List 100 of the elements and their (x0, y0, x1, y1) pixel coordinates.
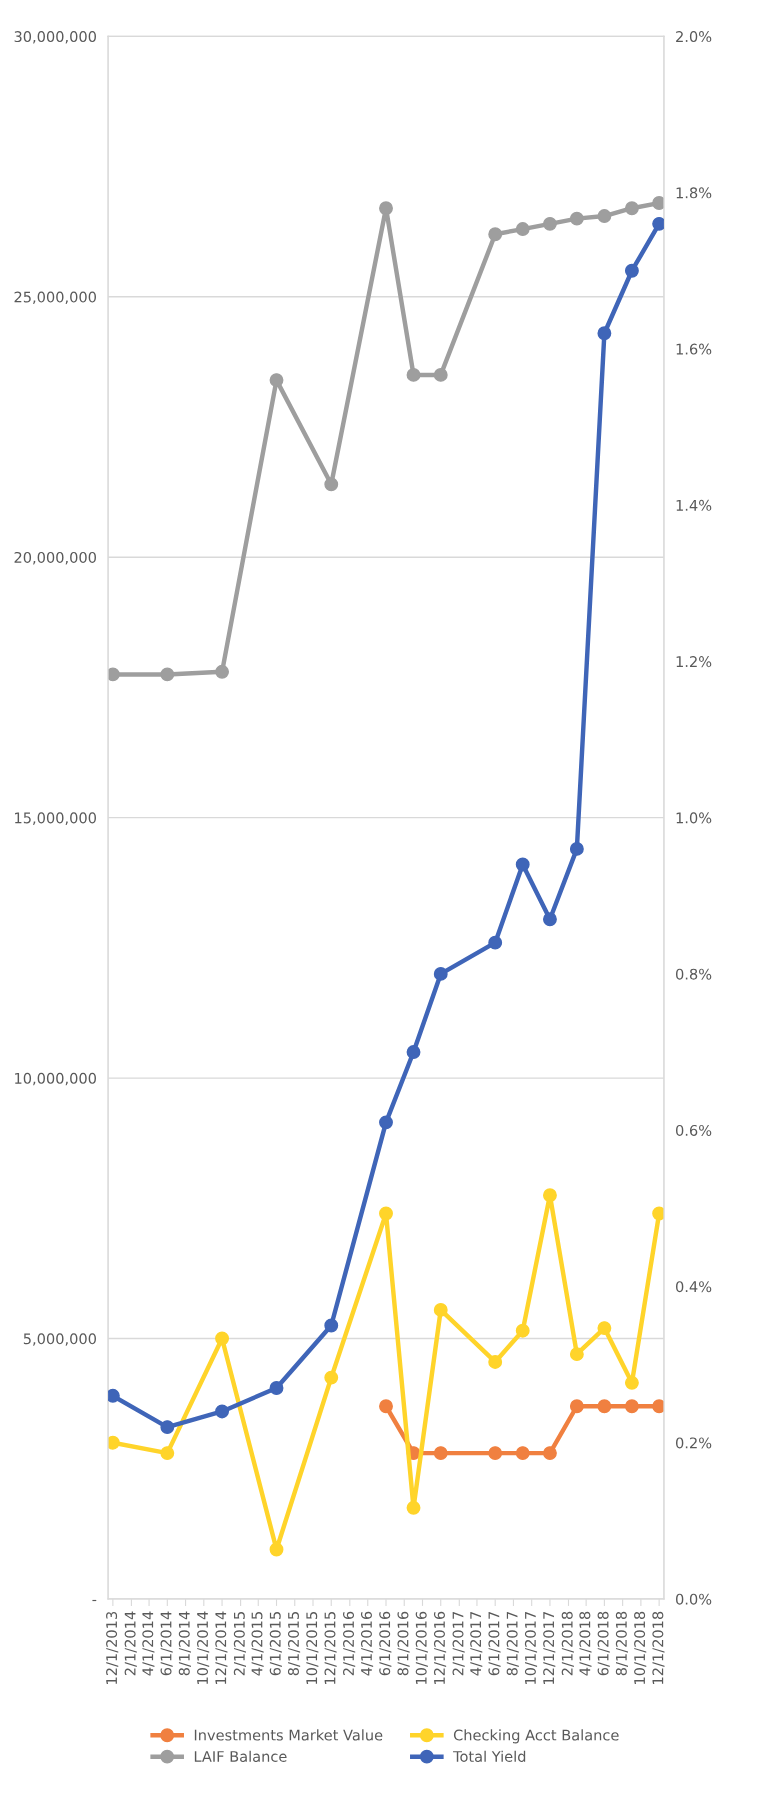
point (433, 966, 448, 981)
y-tick-label: 5,000,000 (23, 1333, 96, 1346)
x-tick-label: 6/1/2016 (379, 1611, 392, 1676)
x-tick-label: 8/1/2015 (287, 1612, 301, 1676)
point (324, 1370, 339, 1385)
x-tick-label: 10/1/2016 (415, 1611, 428, 1684)
x-tick-label: 2/1/2017 (452, 1612, 465, 1676)
point (215, 1404, 230, 1419)
y2-tick-label: 0.2% (675, 1437, 712, 1449)
x-tick-label: 12/1/2015 (324, 1612, 337, 1684)
x-tick-label: 12/1/2018 (652, 1611, 665, 1684)
x-tick-label: 6/1/2017 (488, 1612, 501, 1676)
x-tick-label: 4/1/2018 (579, 1611, 592, 1676)
point (160, 667, 175, 682)
point (597, 209, 612, 223)
point (269, 1542, 284, 1557)
point (379, 201, 393, 216)
point (597, 326, 612, 341)
x-tick-label: 6/1/2014 (160, 1611, 173, 1676)
point (379, 1206, 393, 1221)
x-tick-label: 10/1/2014 (197, 1611, 210, 1684)
y2-tick-label: 2.0% (676, 31, 712, 43)
point (624, 201, 639, 216)
x-tick-label: 8/1/2018 (615, 1611, 629, 1676)
x-tick-label: 10/1/2018 (634, 1611, 647, 1684)
point (488, 935, 503, 950)
point (542, 1446, 557, 1461)
y2-tick-label: 0.4% (675, 1281, 712, 1293)
point (542, 912, 557, 927)
legend-label: Investments Market Value (194, 1729, 383, 1741)
point (433, 367, 448, 382)
y2-tick-label: 1.2% (676, 656, 712, 668)
x-tick-label: 8/1/2017 (506, 1612, 519, 1676)
point (488, 227, 503, 242)
x-tick-label: 12/1/2014 (215, 1611, 228, 1684)
point (488, 1355, 503, 1369)
y2-tick-label: 0.0% (675, 1593, 712, 1605)
legend-label: Total Yield (453, 1750, 526, 1762)
point (624, 1399, 639, 1414)
point (488, 1446, 503, 1461)
point (379, 1399, 393, 1414)
x-tick-label: 6/1/2018 (597, 1611, 610, 1676)
point (569, 841, 584, 856)
point (269, 1381, 284, 1395)
x-tick-label: 8/1/2016 (397, 1611, 410, 1676)
point (406, 1045, 421, 1059)
x-tick-label: 2/1/2014 (124, 1611, 137, 1676)
x-tick-label: 12/1/2016 (433, 1611, 447, 1684)
y-tick-label: 20,000,000 (14, 551, 96, 565)
point (542, 1188, 557, 1203)
y-tick-label: 10,000,000 (15, 1072, 96, 1086)
point (597, 1321, 612, 1336)
x-tick-label: 2/1/2016 (343, 1611, 356, 1676)
y2-tick-label: 1.8% (676, 187, 712, 199)
y2-tick-label: 0.6% (675, 1124, 712, 1136)
x-tick-label: 2/1/2018 (561, 1611, 574, 1676)
y2-tick-label: 0.8% (675, 968, 712, 980)
y2-tick-label: 1.6% (676, 343, 712, 355)
legend-label: Checking Acct Balance (453, 1729, 619, 1744)
point (569, 1399, 584, 1414)
x-tick-label: 10/1/2017 (524, 1612, 538, 1684)
point (515, 1323, 530, 1338)
x-tick-label: 4/1/2014 (142, 1611, 155, 1676)
x-tick-label: 6/1/2015 (269, 1612, 282, 1676)
x-tick-label: 12/1/2017 (543, 1612, 556, 1684)
point (569, 211, 584, 226)
point (324, 477, 339, 492)
point (542, 216, 557, 231)
point (433, 1302, 448, 1317)
y-tick-label: 25,000,000 (14, 291, 96, 305)
point (597, 1399, 612, 1414)
point (515, 857, 530, 872)
x-tick-label: 4/1/2016 (360, 1611, 374, 1676)
x-tick-label: 8/1/2014 (178, 1611, 191, 1676)
point (269, 373, 284, 388)
point (160, 1446, 175, 1461)
point (379, 1115, 393, 1130)
x-tick-label: 4/1/2017 (470, 1612, 483, 1676)
point (160, 1420, 175, 1435)
point (324, 1318, 339, 1333)
y2-tick-label: 1.4% (676, 499, 712, 511)
point (215, 664, 230, 679)
x-tick-label: 2/1/2015 (233, 1612, 246, 1676)
point (406, 367, 421, 382)
point (515, 222, 530, 237)
x-tick-label: 10/1/2015 (306, 1612, 319, 1684)
y-tick-label: 15,000,000 (15, 812, 96, 825)
point (406, 1500, 421, 1515)
point (624, 263, 639, 278)
y2-tick-label: 1.0% (676, 812, 712, 824)
point (215, 1331, 230, 1346)
x-tick-label: 12/1/2013 (106, 1611, 119, 1684)
y-tick-label: 30,000,000 (14, 31, 96, 44)
legend-label: LAIF Balance (194, 1750, 287, 1762)
point (569, 1347, 584, 1362)
point (515, 1446, 530, 1461)
y-tick-label: - (92, 1599, 97, 1602)
point (624, 1375, 639, 1390)
point (433, 1446, 448, 1461)
x-tick-label: 4/1/2015 (251, 1612, 264, 1676)
